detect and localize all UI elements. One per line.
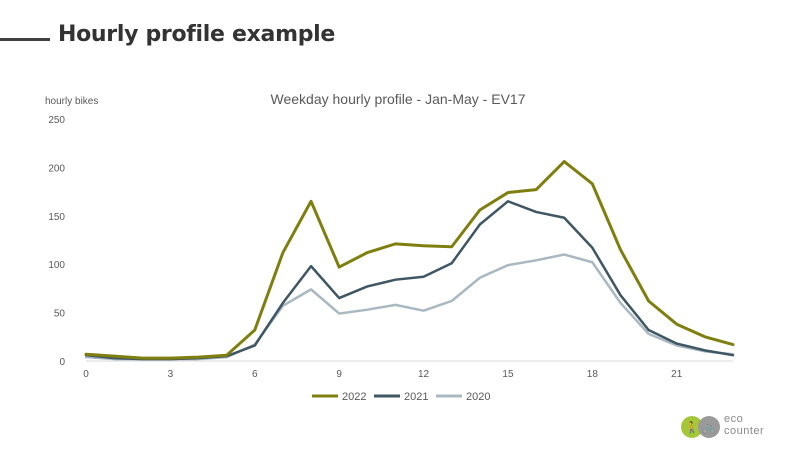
series-line-2022 xyxy=(84,160,735,360)
y-tick-label: 0 xyxy=(59,357,65,368)
svg-text:🚲: 🚲 xyxy=(702,421,716,434)
y-axis-label: hourly bikes xyxy=(45,96,98,107)
logo-icon: 🚶 🚲 xyxy=(681,416,720,438)
x-tick-label: 0 xyxy=(83,369,89,380)
series-line-2020 xyxy=(84,253,735,361)
legend-label-2021: 2021 xyxy=(404,391,428,403)
logo-text-counter: counter xyxy=(724,425,765,437)
series-lines xyxy=(84,160,735,361)
title-rule xyxy=(0,38,50,41)
chart-title: Weekday hourly profile - Jan-May - EV17 xyxy=(271,91,526,107)
eco-counter-logo: 🚶 🚲 eco counter xyxy=(680,412,790,442)
y-tick-label: 200 xyxy=(48,163,65,174)
x-tick-label: 21 xyxy=(671,369,683,380)
x-tick-label: 3 xyxy=(168,369,174,380)
x-tick-label: 15 xyxy=(502,369,514,380)
legend-label-2020: 2020 xyxy=(466,391,490,403)
legend-label-2022: 2022 xyxy=(342,391,366,403)
svg-text:🚶: 🚶 xyxy=(685,421,699,434)
y-axis: 0 50 100 150 200 250 xyxy=(48,115,65,368)
legend: 2022 2021 2020 xyxy=(312,391,490,403)
y-tick-label: 50 xyxy=(54,309,66,320)
logo-text-eco: eco xyxy=(724,413,744,425)
slide-title: Hourly profile example xyxy=(58,22,336,47)
x-tick-label: 12 xyxy=(418,369,430,380)
y-tick-label: 150 xyxy=(48,212,65,223)
x-tick-label: 18 xyxy=(587,369,599,380)
x-tick-label: 6 xyxy=(252,369,258,380)
y-tick-label: 250 xyxy=(48,115,65,126)
y-tick-label: 100 xyxy=(48,260,65,271)
x-tick-label: 9 xyxy=(336,369,342,380)
x-axis: 0 3 6 9 12 15 18 21 xyxy=(83,369,683,380)
